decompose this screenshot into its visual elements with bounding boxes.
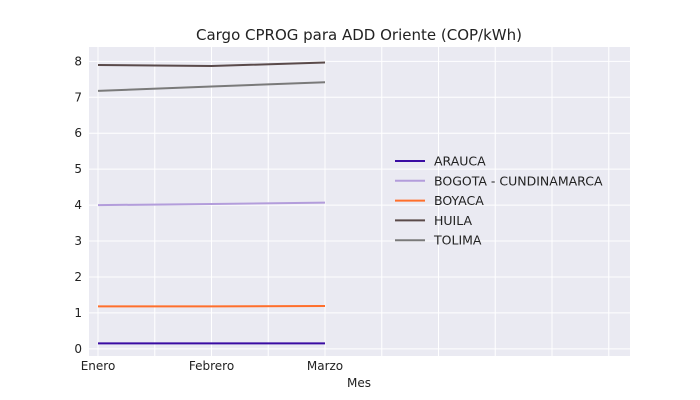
chart-title: Cargo CPROG para ADD Oriente (COP/kWh) [196, 26, 522, 44]
legend-label: HUILA [434, 213, 472, 228]
plot-area [89, 47, 630, 356]
y-tick-label: 6 [74, 126, 82, 140]
y-tick-label: 4 [74, 198, 82, 212]
series-line-huila [97, 61, 326, 68]
x-tick-label: Marzo [307, 359, 343, 373]
legend-label: ARAUCA [434, 154, 486, 169]
legend-label: BOYACA [434, 193, 484, 208]
legend-label: TOLIMA [433, 233, 482, 248]
y-axis-ticks: 0 1 2 3 4 5 6 7 8 [74, 54, 82, 355]
y-tick-label: 8 [74, 54, 82, 68]
legend-label: BOGOTA - CUNDINAMARCA [434, 173, 603, 188]
grid-lines [89, 47, 630, 356]
x-axis-label: Mes [347, 376, 371, 390]
legend: ARAUCA BOGOTA - CUNDINAMARCA BOYACA HUILA TO… [395, 154, 603, 248]
y-tick-label: 7 [74, 90, 82, 104]
y-tick-label: 2 [74, 270, 82, 284]
y-tick-label: 0 [74, 342, 82, 356]
series-line-bogota-cundinamarca [97, 201, 326, 207]
x-axis-ticks: Enero Febrero Marzo [81, 359, 343, 373]
y-tick-label: 1 [74, 306, 82, 320]
y-tick-label: 3 [74, 234, 82, 248]
y-tick-label: 5 [74, 162, 82, 176]
x-tick-label: Febrero [189, 359, 234, 373]
series-line-tolima [97, 81, 326, 92]
x-tick-label: Enero [81, 359, 116, 373]
series-lines [97, 61, 326, 345]
